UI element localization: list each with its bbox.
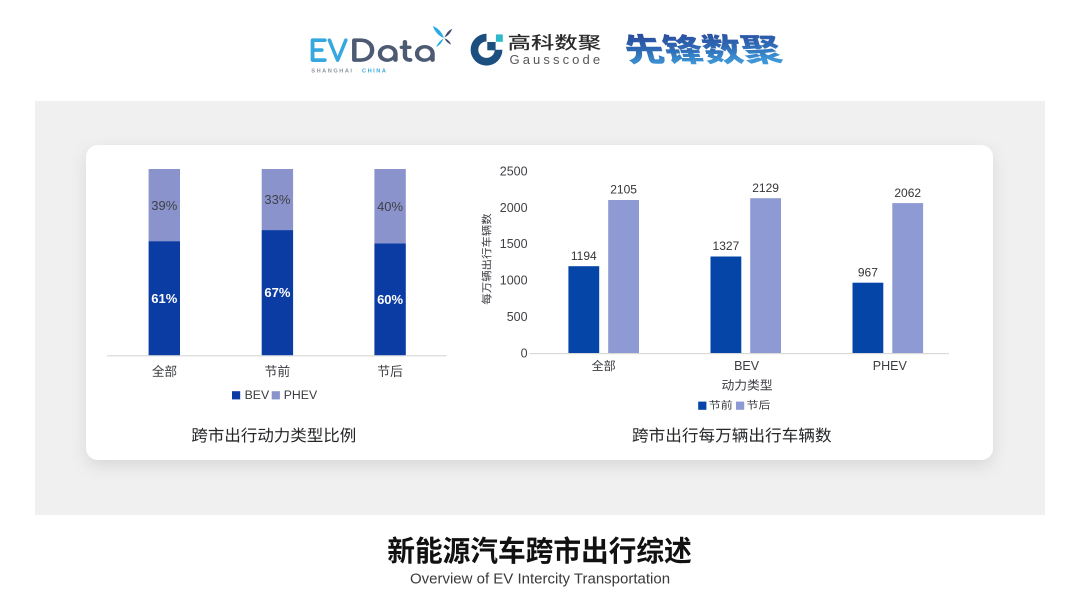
- svg-text:1327: 1327: [713, 239, 740, 253]
- svg-text:PHEV: PHEV: [284, 388, 318, 402]
- svg-text:1194: 1194: [571, 249, 597, 263]
- svg-text:1000: 1000: [500, 274, 528, 288]
- svg-text:1500: 1500: [500, 237, 528, 251]
- svg-text:2500: 2500: [500, 165, 528, 179]
- svg-text:967: 967: [858, 265, 878, 279]
- svg-text:0: 0: [521, 346, 528, 360]
- svg-text:2105: 2105: [610, 183, 637, 197]
- svg-text:60%: 60%: [377, 292, 403, 307]
- svg-text:40%: 40%: [377, 199, 403, 214]
- svg-text:500: 500: [507, 310, 528, 324]
- svg-text:2000: 2000: [500, 201, 528, 215]
- svg-text:2062: 2062: [894, 186, 921, 200]
- svg-text:33%: 33%: [264, 192, 290, 207]
- svg-text:2129: 2129: [752, 181, 779, 195]
- svg-text:SHANGHAI: SHANGHAI: [311, 69, 353, 75]
- svg-text:Overview of EV Intercity Trans: Overview of EV Intercity Transportation: [410, 571, 670, 588]
- svg-text:67%: 67%: [264, 285, 290, 300]
- svg-text:CHINA: CHINA: [362, 69, 387, 75]
- svg-text:BEV: BEV: [734, 359, 760, 373]
- svg-text:61%: 61%: [151, 291, 177, 306]
- svg-text:PHEV: PHEV: [873, 359, 908, 373]
- svg-text:39%: 39%: [151, 198, 177, 213]
- svg-text:BEV: BEV: [245, 388, 270, 402]
- svg-text:Gausscode: Gausscode: [510, 52, 604, 67]
